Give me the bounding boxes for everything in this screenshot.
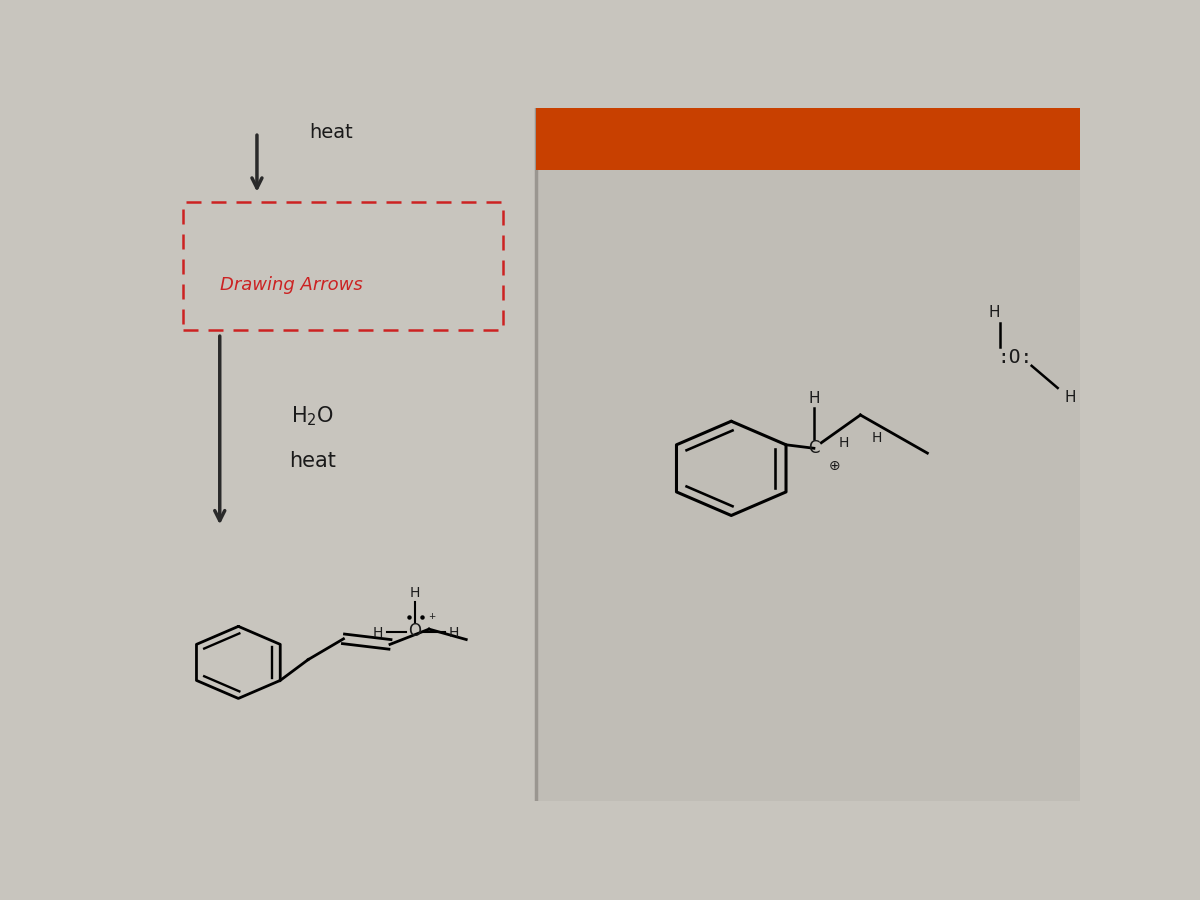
Bar: [182, 202, 504, 329]
Text: :O:: :O:: [997, 348, 1032, 367]
Text: H: H: [1064, 391, 1076, 405]
Text: heat: heat: [289, 452, 336, 472]
Text: H: H: [449, 626, 460, 640]
Text: H$_2$O: H$_2$O: [292, 405, 335, 428]
Text: H: H: [410, 586, 420, 600]
Text: H: H: [989, 305, 1000, 320]
Bar: [536, 108, 1080, 170]
Text: O: O: [408, 622, 421, 640]
Bar: [536, 108, 1080, 801]
Text: Drawing Arrows: Drawing Arrows: [220, 275, 362, 293]
Bar: [150, 108, 536, 801]
Text: H: H: [839, 436, 848, 450]
Text: H: H: [808, 391, 820, 406]
Text: heat: heat: [310, 122, 353, 142]
Text: H: H: [872, 431, 882, 445]
Text: $\oplus$: $\oplus$: [828, 459, 840, 472]
Text: C: C: [808, 439, 820, 457]
Text: $^+$: $^+$: [427, 612, 437, 625]
Text: H: H: [373, 626, 383, 640]
